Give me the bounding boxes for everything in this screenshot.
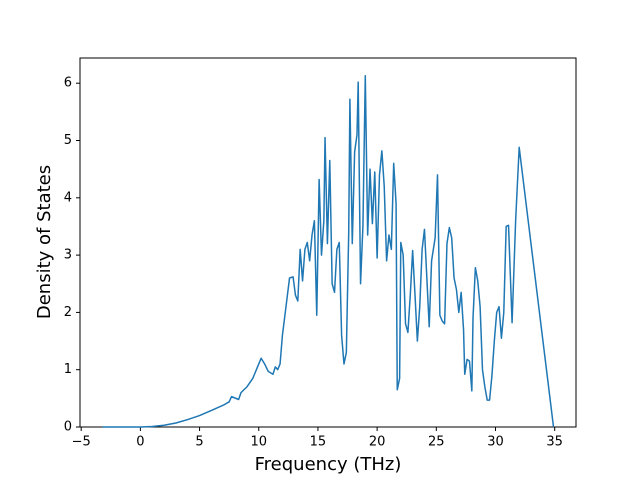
y-tick-label: 2	[64, 305, 72, 320]
x-tick-label: 30	[487, 435, 504, 450]
x-tick-label: 0	[136, 435, 144, 450]
y-axis-label: Density of States	[34, 165, 55, 319]
y-tick-label: 4	[64, 190, 72, 205]
plot-frame	[79, 57, 577, 428]
data-line	[102, 75, 555, 428]
x-tick-label: 25	[428, 435, 445, 450]
x-tick-label: 5	[195, 435, 203, 450]
y-tick-label: 5	[64, 133, 72, 148]
x-tick-label: 10	[250, 435, 267, 450]
x-tick-label: −5	[72, 435, 91, 450]
y-tick-label: 0	[64, 420, 72, 435]
y-tick-label: 1	[64, 362, 72, 377]
x-tick-label: 35	[546, 435, 563, 450]
x-tick-label: 15	[310, 435, 327, 450]
y-tick-label: 6	[64, 76, 72, 91]
x-tick-label: 20	[369, 435, 386, 450]
x-axis-label: Frequency (THz)	[255, 454, 402, 475]
y-tick-label: 3	[64, 248, 72, 263]
